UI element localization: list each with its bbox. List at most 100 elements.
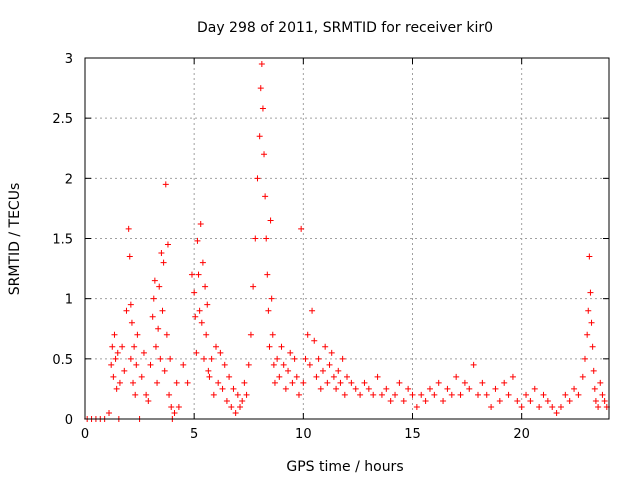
data-point — [457, 391, 464, 398]
data-point — [287, 349, 294, 356]
data-point — [194, 237, 201, 244]
data-point — [226, 373, 233, 380]
data-point — [171, 409, 178, 416]
data-point — [418, 391, 425, 398]
data-point — [151, 277, 158, 284]
data-point — [112, 355, 119, 362]
data-point — [448, 391, 455, 398]
data-point — [453, 373, 460, 380]
axis-ticks: 0 5 10 15 20 0 0.5 1 1.5 2 2.5 3 — [52, 52, 609, 442]
data-point — [197, 221, 204, 228]
data-point — [152, 343, 159, 350]
data-point — [219, 385, 226, 392]
data-point — [228, 403, 235, 410]
data-point — [330, 373, 337, 380]
data-point — [266, 343, 273, 350]
data-point — [591, 385, 598, 392]
data-point — [475, 391, 481, 398]
data-point — [592, 397, 599, 404]
data-point — [514, 397, 521, 404]
data-point — [435, 379, 442, 386]
data-point — [264, 271, 271, 278]
data-point — [365, 385, 372, 392]
data-point — [599, 391, 606, 398]
data-point — [200, 355, 207, 362]
data-point — [106, 409, 113, 416]
data-point — [400, 397, 407, 404]
data-point — [579, 373, 586, 380]
data-point — [257, 85, 264, 92]
data-point — [405, 385, 412, 392]
data-point — [119, 343, 126, 350]
data-point — [339, 355, 346, 362]
data-point — [553, 409, 560, 416]
data-point — [335, 367, 342, 374]
data-point — [126, 253, 133, 260]
data-point — [285, 367, 292, 374]
data-point — [289, 379, 296, 386]
data-point — [150, 295, 157, 302]
data-point — [263, 235, 270, 242]
data-point — [163, 331, 170, 338]
data-point — [157, 355, 164, 362]
data-point — [155, 325, 162, 332]
data-point — [159, 307, 166, 314]
data-point — [133, 361, 140, 368]
data-point — [243, 391, 250, 398]
data-point — [587, 289, 594, 296]
data-point — [295, 391, 302, 398]
data-point — [280, 361, 287, 368]
data-point — [584, 331, 591, 338]
data-point — [496, 397, 503, 404]
data-point — [562, 391, 569, 398]
data-point — [271, 379, 278, 386]
x-tick-label: 0 — [81, 427, 89, 442]
data-point — [523, 391, 530, 398]
data-point — [300, 379, 307, 386]
data-point — [210, 391, 217, 398]
data-point — [164, 241, 171, 248]
data-point — [239, 397, 246, 404]
data-point — [590, 367, 597, 374]
data-point — [110, 373, 117, 380]
data-point — [601, 397, 608, 404]
data-point — [237, 403, 244, 410]
data-point — [595, 403, 602, 410]
data-point — [348, 379, 355, 386]
data-point — [293, 373, 300, 380]
data-point — [195, 271, 202, 278]
data-point — [223, 397, 230, 404]
data-point — [544, 397, 551, 404]
data-point — [409, 391, 416, 398]
data-point — [413, 403, 420, 410]
data-point — [250, 283, 257, 290]
data-point — [302, 355, 309, 362]
data-point — [392, 391, 399, 398]
data-point — [217, 349, 224, 356]
data-point — [254, 175, 261, 182]
data-point — [188, 271, 195, 278]
data-point — [274, 355, 281, 362]
data-point — [341, 391, 348, 398]
data-point — [166, 391, 173, 398]
data-point — [509, 373, 516, 380]
data-point — [488, 403, 495, 410]
y-tick-label: 2.5 — [52, 112, 73, 127]
data-point — [206, 373, 213, 380]
data-point — [396, 379, 403, 386]
data-point — [215, 379, 222, 386]
data-point — [566, 397, 573, 404]
data-point — [440, 397, 447, 404]
data-point — [317, 385, 324, 392]
data-point — [241, 379, 248, 386]
y-tick-label: 1 — [65, 293, 73, 308]
data-point — [140, 349, 147, 356]
data-point — [145, 397, 152, 404]
data-point — [333, 385, 340, 392]
data-point — [230, 385, 237, 392]
data-point — [357, 391, 364, 398]
data-point — [261, 151, 268, 158]
data-point — [549, 403, 556, 410]
data-point — [221, 361, 228, 368]
